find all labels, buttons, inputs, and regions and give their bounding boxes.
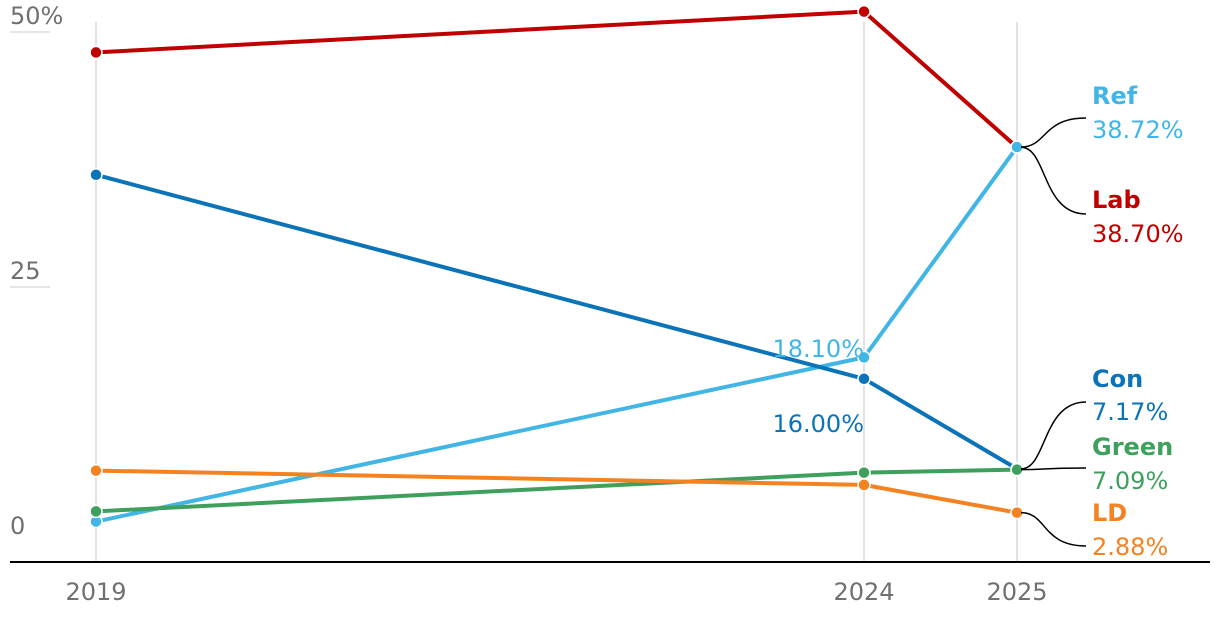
series-name-lab: Lab <box>1092 186 1141 214</box>
data-point-green <box>857 465 871 480</box>
series-value-ref: 38.72% <box>1092 116 1184 144</box>
data-label-2024-con: 16.00% <box>772 410 864 438</box>
series-line-lab <box>95 9 1019 149</box>
data-point-lab <box>89 45 103 60</box>
series-line-ref <box>95 145 1019 524</box>
series-name-ld: LD <box>1092 499 1127 527</box>
series-name-green: Green <box>1092 433 1173 461</box>
y-tick-label: 0 <box>10 512 25 540</box>
data-point-ref <box>857 350 871 365</box>
data-point-con <box>857 372 871 386</box>
data-point-ld <box>857 478 871 492</box>
x-tick-label: 2024 <box>833 578 894 606</box>
y-tick-label: 25 <box>10 257 41 285</box>
connector-ld <box>1020 511 1087 547</box>
series-name-con: Con <box>1092 365 1143 393</box>
x-tick-label: 2019 <box>65 578 126 606</box>
series-value-con: 7.17% <box>1092 398 1168 426</box>
connector-con <box>1020 401 1087 470</box>
connector-lab <box>1020 146 1087 215</box>
connector-green <box>1020 467 1087 471</box>
series-value-green: 7.09% <box>1092 467 1168 495</box>
series-name-ref: Ref <box>1092 82 1138 110</box>
data-point-con <box>89 168 103 182</box>
y-tick-label: 50% <box>10 2 63 30</box>
data-point-ld <box>89 463 103 478</box>
connector-ref <box>1020 117 1087 148</box>
x-tick-label: 2025 <box>986 578 1047 606</box>
series-value-ld: 2.88% <box>1092 533 1168 561</box>
data-point-green <box>89 504 103 519</box>
data-point-lab <box>857 4 871 19</box>
series-value-lab: 38.70% <box>1092 220 1184 248</box>
data-label-2024-ref: 18.10% <box>772 335 864 363</box>
